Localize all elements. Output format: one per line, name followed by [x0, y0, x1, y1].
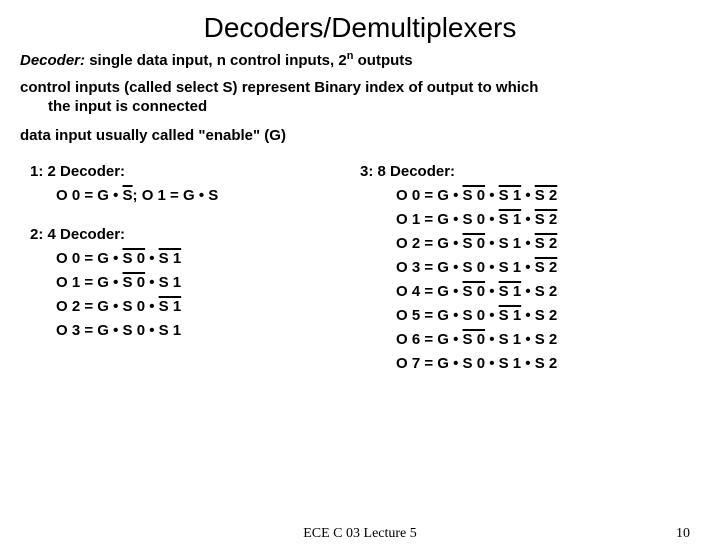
eq-38-o5: O 5 = G • S 0 • S 1 • S 2: [396, 307, 700, 324]
eq-part: O 2 = G •: [396, 235, 463, 252]
equation-columns: 1: 2 Decoder: O 0 = G • S; O 1 = G • S 2…: [30, 163, 700, 372]
hdr-3-8-decoder: 3: 8 Decoder:: [360, 163, 700, 180]
eq-overline: S 0: [463, 283, 486, 300]
eq-24-o1: O 1 = G • S 0 • S 1: [56, 274, 340, 291]
eq-part: • S 2: [521, 307, 557, 324]
eq-24-o2: O 2 = G • S 0 • S 1: [56, 298, 340, 315]
eq-part: O 5 = G • S 0 •: [396, 307, 499, 324]
para-control-inputs: control inputs (called select S) represe…: [20, 79, 700, 117]
eq-overline: S 1: [499, 283, 522, 300]
eq-part: O 0 = G •: [56, 250, 123, 267]
right-column: 3: 8 Decoder: O 0 = G • S 0 • S 1 • S 2 …: [340, 163, 700, 372]
eq-part: O 0 = G •: [56, 187, 123, 204]
decoder-definition: Decoder: single data input, n control in…: [20, 50, 700, 69]
eq-part: • S 1 • S 2: [485, 331, 557, 348]
eq-overline: S 2: [535, 211, 558, 228]
eq-overline: S 0: [123, 274, 146, 291]
eq-38-o0: O 0 = G • S 0 • S 1 • S 2: [396, 187, 700, 204]
eq-24-o0: O 0 = G • S 0 • S 1: [56, 250, 340, 267]
eq-overline: S 0: [463, 235, 486, 252]
eq-part: • S 1 •: [485, 235, 535, 252]
eq-38-o2: O 2 = G • S 0 • S 1 • S 2: [396, 235, 700, 252]
eq-part: •: [485, 283, 499, 300]
slide-title: Decoders/Demultiplexers: [0, 12, 720, 44]
eq-38-o6: O 6 = G • S 0 • S 1 • S 2: [396, 331, 700, 348]
eq-38-o4: O 4 = G • S 0 • S 1 • S 2: [396, 283, 700, 300]
eq-part: O 1 = G •: [56, 274, 123, 291]
hdr-2-4-decoder: 2: 4 Decoder:: [30, 226, 340, 243]
eq-part: •: [145, 250, 159, 267]
eq-overline: S 1: [159, 250, 182, 267]
eq-1-2: O 0 = G • S; O 1 = G • S: [56, 187, 340, 204]
eq-overline: S: [123, 187, 133, 204]
def-part-a: single data input, n control inputs, 2: [85, 52, 347, 69]
left-column: 1: 2 Decoder: O 0 = G • S; O 1 = G • S 2…: [30, 163, 340, 372]
eq-part: O 1 = G • S 0 •: [396, 211, 499, 228]
eq-overline: S 0: [123, 250, 146, 267]
eq-overline: S 1: [499, 187, 522, 204]
eq-part: O 3 = G • S 0 • S 1 •: [396, 259, 535, 276]
eq-part: •: [485, 187, 499, 204]
hdr-1-2-decoder: 1: 2 Decoder:: [30, 163, 340, 180]
eq-part: •: [521, 187, 535, 204]
eq-part: O 2 = G • S 0 •: [56, 298, 159, 315]
eq-part: •: [521, 211, 535, 228]
eq-38-o7: O 7 = G • S 0 • S 1 • S 2: [396, 355, 700, 372]
eq-38-o1: O 1 = G • S 0 • S 1 • S 2: [396, 211, 700, 228]
eq-overline: S 0: [463, 187, 486, 204]
eq-24-o3: O 3 = G • S 0 • S 1: [56, 322, 340, 339]
eq-overline: S 2: [535, 259, 558, 276]
para-enable: data input usually called "enable" (G): [20, 127, 700, 146]
eq-part: O 1 = G • S: [138, 187, 219, 204]
eq-part: O 0 = G •: [396, 187, 463, 204]
eq-overline: S 1: [499, 211, 522, 228]
para1-line1: control inputs (called select S) represe…: [20, 79, 538, 96]
eq-overline: S 1: [159, 298, 182, 315]
eq-overline: S 0: [463, 331, 486, 348]
eq-overline: S 2: [535, 187, 558, 204]
eq-part: O 7 = G • S 0 • S 1 • S 2: [396, 355, 557, 372]
eq-38-o3: O 3 = G • S 0 • S 1 • S 2: [396, 259, 700, 276]
eq-overline: S 1: [499, 307, 522, 324]
eq-part: O 6 = G •: [396, 331, 463, 348]
def-part-b: outputs: [353, 52, 412, 69]
para1-line2: the input is connected: [48, 98, 700, 117]
eq-part: O 3 = G • S 0 • S 1: [56, 322, 181, 339]
decoder-label: Decoder:: [20, 52, 85, 69]
eq-part: • S 1: [145, 274, 181, 291]
eq-part: • S 2: [521, 283, 557, 300]
eq-part: O 4 = G •: [396, 283, 463, 300]
eq-overline: S 2: [535, 235, 558, 252]
